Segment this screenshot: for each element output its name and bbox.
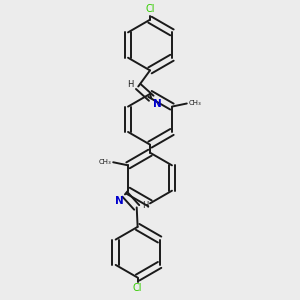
Text: Cl: Cl: [133, 283, 142, 293]
Text: CH₃: CH₃: [99, 159, 112, 165]
Text: Cl: Cl: [145, 4, 155, 14]
Text: CH₃: CH₃: [188, 100, 201, 106]
Text: N: N: [153, 100, 161, 110]
Text: N: N: [115, 196, 124, 206]
Text: H: H: [127, 80, 133, 89]
Text: H: H: [142, 201, 148, 210]
